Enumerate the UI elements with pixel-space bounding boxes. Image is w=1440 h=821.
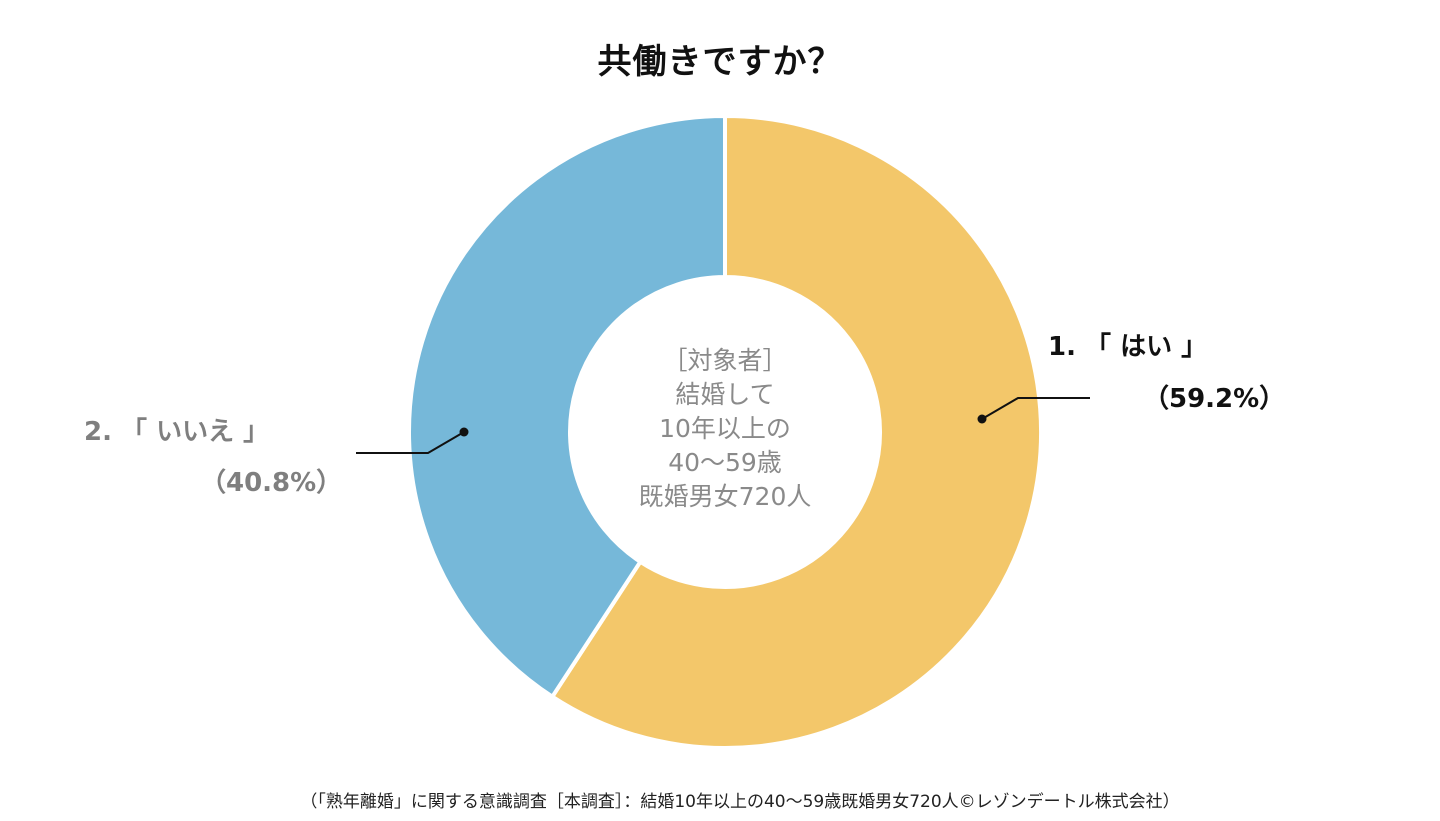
slice-label-yes: 1. 「 はい 」 [1048, 332, 1208, 362]
leader-no-dot [459, 427, 469, 437]
center-label-line: 40～59歳 [668, 448, 782, 477]
leader-no-line [356, 431, 465, 454]
center-label: ［対象者］ 結婚して 10年以上の 40～59歳 既婚男女720人 [605, 344, 845, 514]
center-label-line: ［対象者］ [662, 346, 788, 375]
slice-value-no: （40.8%） [200, 468, 343, 498]
leader-yes-dot [977, 414, 987, 424]
chart-title: 共働きですか？ [597, 42, 843, 82]
slice-no [407, 113, 727, 700]
source-note: （「熟年離婚」に関する意識調査［本調査］：結婚10年以上の40～59歳既婚男女7… [300, 792, 1180, 812]
center-label-line: 結婚して [675, 380, 775, 409]
center-label-line: 既婚男女720人 [638, 482, 812, 511]
slice-label-no: 2. 「 いいえ 」 [84, 417, 270, 447]
slice-value-yes: （59.2%） [1143, 384, 1286, 414]
center-label-line: 10年以上の [659, 414, 791, 443]
leader-yes-line [981, 397, 1090, 420]
slice-yes [549, 113, 1043, 750]
